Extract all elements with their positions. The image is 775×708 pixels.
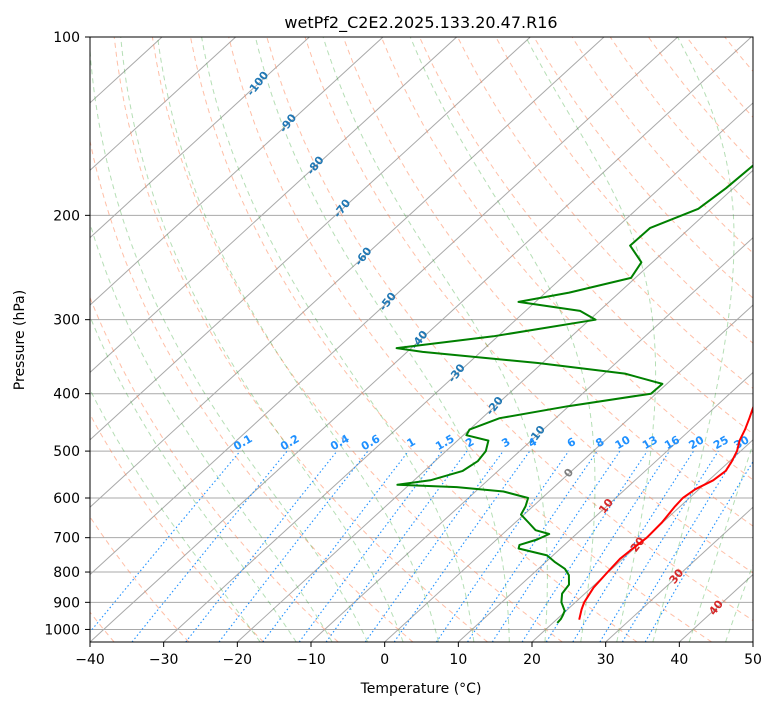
dry-adiabat [228, 37, 712, 642]
isotherm-line [90, 37, 752, 642]
y-tick-label: 500 [53, 444, 80, 460]
mixing-ratio-line [545, 450, 670, 642]
y-tick-label: 800 [53, 565, 80, 581]
dry-adiabat [457, 37, 753, 390]
sounding-profiles [395, 164, 753, 624]
moist-adiabat [652, 37, 735, 642]
y-tick-label: 900 [53, 595, 80, 611]
isotherm-line [90, 37, 679, 576]
isotherm-line [90, 37, 384, 306]
mixing-ratio-lines [90, 450, 753, 642]
isotherm-line [90, 37, 458, 374]
isotherm-line [457, 371, 753, 642]
dry-adiabat [90, 138, 414, 642]
isotherm-line [310, 236, 753, 642]
isotherm-line [236, 169, 753, 642]
moist-adiabat [120, 37, 404, 642]
moist-adiabat [322, 37, 548, 642]
mixing-ratio-line [599, 450, 719, 642]
moist-adiabat [254, 37, 510, 642]
x-tick-label: 40 [670, 652, 688, 668]
moist-adiabats [90, 37, 753, 642]
x-axis-ticks: −40 −30 −20 −10 0 10 20 30 40 50 [75, 642, 762, 668]
plot-frame [89, 36, 754, 643]
moist-adiabat [409, 37, 596, 642]
mixing-ratio-line [621, 450, 740, 642]
isotherm-line [90, 37, 605, 508]
y-tick-label: 300 [53, 313, 80, 329]
mixing-ratio-line [467, 450, 598, 642]
dry-adiabat [266, 37, 753, 622]
mixing-ratio-line [262, 450, 409, 642]
x-tick-label: 0 [380, 652, 389, 668]
dry-adiabat [495, 37, 753, 344]
mixing-ratio-line [185, 450, 338, 642]
x-tick-label: 20 [523, 652, 541, 668]
moist-adiabat [90, 221, 333, 642]
x-tick-label: −40 [75, 652, 105, 668]
dry-adiabat [90, 296, 339, 642]
isotherm-line [163, 102, 753, 642]
y-axis-ticks: 100 200 300 400 500 600 700 800 900 1000 [44, 30, 90, 638]
moist-adiabat [90, 43, 369, 642]
y-axis-label: Pressure (hPa) [12, 290, 28, 390]
x-tick-label: 10 [449, 652, 467, 668]
y-tick-label: 100 [53, 30, 80, 46]
dewpoint-profile [395, 164, 753, 624]
chart-title: wetPf2_C2E2.2025.133.20.47.R16 [284, 13, 557, 33]
mixing-ratio-line [521, 450, 648, 642]
isotherm-line [90, 37, 310, 239]
y-tick-label: 200 [53, 208, 80, 224]
y-tick-label: 600 [53, 491, 80, 507]
dry-adiabat [90, 515, 190, 642]
background-grid [90, 37, 753, 630]
moist-adiabat [90, 388, 261, 642]
mixing-ratio-line [491, 450, 621, 642]
moist-adiabat [90, 315, 297, 642]
dry-adiabat [304, 37, 753, 574]
dry-adiabat [113, 37, 488, 642]
isotherm-line [90, 37, 531, 441]
mixing-ratio-line [325, 450, 468, 642]
y-tick-label: 400 [53, 387, 80, 403]
moist-adiabat [688, 442, 753, 642]
dry-adiabat [151, 37, 563, 642]
mixing-ratio-line [90, 450, 241, 633]
temperature-profile [578, 405, 753, 620]
isotherm-line [384, 304, 753, 642]
x-tick-label: −20 [223, 652, 253, 668]
x-tick-label: −30 [149, 652, 179, 668]
x-tick-label: −10 [296, 652, 326, 668]
isotherm-line [90, 37, 237, 171]
y-tick-label: 700 [53, 531, 80, 547]
mixing-ratio-line [364, 450, 504, 642]
y-tick-label: 1000 [44, 622, 80, 638]
dry-adiabat [90, 413, 264, 642]
moist-adiabat [157, 37, 439, 642]
mixing-ratio-line [298, 450, 443, 642]
mixing-ratio-line [393, 450, 531, 642]
x-tick-label: 30 [597, 652, 615, 668]
x-axis-label: Temperature (°C) [360, 681, 482, 697]
mixing-ratio-line [131, 450, 288, 642]
isotherm-line [605, 506, 753, 642]
mixing-ratio-line [435, 450, 570, 642]
moist-adiabat [201, 37, 475, 642]
x-tick-label: 50 [744, 652, 762, 668]
